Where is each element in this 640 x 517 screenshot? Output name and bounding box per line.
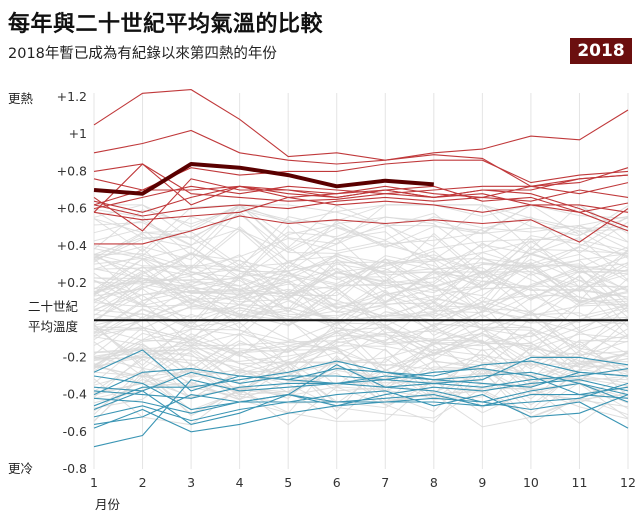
red-series-line <box>93 185 629 228</box>
red-series-line <box>93 89 629 187</box>
cooler-label: 更冷 <box>8 461 33 476</box>
x-tick-label: 12 <box>620 475 636 490</box>
gray-series-line <box>93 371 629 422</box>
gray-series-line <box>93 315 629 368</box>
x-tick-label: 11 <box>572 475 588 490</box>
gray-series-line <box>93 253 629 306</box>
y-tick-label: -0.2 <box>63 349 87 364</box>
gray-series-group <box>93 204 629 428</box>
x-tick-label: 10 <box>523 475 539 490</box>
y-tick-label: +0.8 <box>57 163 87 178</box>
gray-series-line <box>93 207 629 250</box>
warmer-label: 更熱 <box>8 91 34 106</box>
x-tick-label: 1 <box>90 475 98 490</box>
blue-series-line <box>93 375 629 411</box>
x-axis-label: 月份 <box>95 497 121 512</box>
y-tick-label: -0.8 <box>63 461 87 476</box>
x-tick-label: 5 <box>284 475 292 490</box>
gray-series-line <box>93 298 629 347</box>
gray-series-line <box>93 365 629 418</box>
blue-series-line <box>93 390 629 425</box>
gray-series-line <box>93 258 629 312</box>
gray-series-line <box>93 285 629 337</box>
gray-series-line <box>93 204 629 247</box>
gray-series-line <box>93 351 629 409</box>
gray-series-line <box>93 329 629 384</box>
x-tick-label: 3 <box>187 475 195 490</box>
gray-series-line <box>93 255 629 303</box>
y-tick-label: +1.2 <box>57 89 87 104</box>
y-tick-label: -0.4 <box>63 387 87 402</box>
x-tick-label: 8 <box>430 475 438 490</box>
gray-series-line <box>93 253 629 308</box>
blue-series-group <box>93 349 629 448</box>
blue-series-line <box>93 397 629 433</box>
series-line-2018 <box>93 162 434 196</box>
gray-series-line <box>93 220 629 280</box>
gray-series-line <box>93 254 629 307</box>
y-tick-label: -0.6 <box>63 424 87 439</box>
baseline-label-line2: 平均溫度 <box>28 319 79 334</box>
gray-series-line <box>93 300 629 347</box>
gray-series-line <box>93 302 629 358</box>
blue-series-line <box>93 356 629 411</box>
gray-series-line <box>93 272 629 329</box>
red-series-group <box>93 89 629 245</box>
red-series-line <box>93 109 629 165</box>
x-tick-label: 2 <box>139 475 147 490</box>
red-series-line <box>93 196 629 221</box>
gray-series-line <box>93 251 629 303</box>
gray-series-line <box>93 320 629 367</box>
year-badge: 2018 <box>570 38 632 64</box>
red-series-line <box>94 208 629 245</box>
chart-subtitle: 2018年暫已成為有紀錄以來第四熱的年份 <box>8 46 277 62</box>
chart-title: 每年與二十世紀平均氣溫的比較 <box>8 12 324 37</box>
gray-series-line <box>93 368 629 422</box>
x-tick-label: 9 <box>478 475 486 490</box>
red-series-line <box>93 189 629 217</box>
x-axis-ticks: 1 2 3 4 5 6 7 8 9 10 11 12 <box>90 475 636 490</box>
x-tick-label: 4 <box>236 475 244 490</box>
blue-series-line <box>93 368 629 396</box>
y-tick-label: +0.2 <box>57 275 87 290</box>
gray-series-line <box>93 348 629 406</box>
red-series-line <box>93 159 629 206</box>
gray-series-line <box>93 204 629 254</box>
red-series-line <box>93 167 629 198</box>
blue-series-line <box>93 371 629 448</box>
gray-series-line <box>93 252 629 300</box>
blue-series-line <box>93 349 629 396</box>
gray-series-line <box>93 368 629 426</box>
gray-series-line <box>93 204 629 253</box>
gray-series-line <box>93 347 629 400</box>
y-axis-ticks: +1.2 +1 +0.8 +0.6 +0.4 +0.2 -0.2 -0.4 -0.6 -0.8 <box>57 89 87 476</box>
gray-series-line <box>93 216 629 273</box>
x-tick-label: 6 <box>333 475 341 490</box>
gray-series-line <box>93 263 629 316</box>
blue-series-line <box>93 394 629 422</box>
gray-series-line <box>93 318 629 372</box>
y-tick-label: +0.4 <box>57 238 87 253</box>
y-tick-label: +0.6 <box>57 201 87 216</box>
gray-series-line <box>93 259 629 301</box>
blue-series-line <box>93 364 629 414</box>
baseline-label-line1: 二十世紀 <box>28 299 78 314</box>
gray-series-line <box>93 237 629 295</box>
gray-series-line <box>93 263 629 301</box>
gray-series-line <box>93 290 629 344</box>
red-series-line <box>93 163 629 213</box>
y-tick-label: +1 <box>69 126 87 141</box>
x-tick-label: 7 <box>381 475 389 490</box>
blue-series-line <box>93 360 629 407</box>
